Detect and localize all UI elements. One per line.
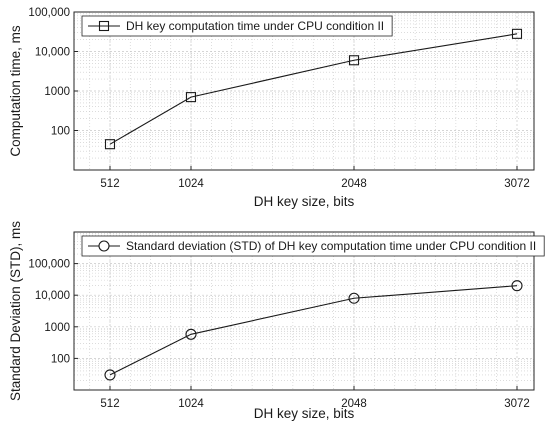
x-tick-label: 3072 <box>504 398 530 410</box>
data-point-square <box>511 28 523 39</box>
legend-box <box>81 15 393 37</box>
axes-frame <box>73 231 535 391</box>
data-point-square <box>185 92 197 103</box>
data-point-circle <box>511 280 523 292</box>
chart-standard-deviation: 100 1000 10,000 100,000 512 1024 2048 3072 DH ke… <box>8 221 545 421</box>
y-tick-label: 100 <box>51 126 70 138</box>
series-line <box>109 285 518 376</box>
legend-label: DH key computation time under CPU condit… <box>126 19 384 33</box>
x-axis-label: DH key size, bits <box>254 194 355 209</box>
data-point-circle <box>185 328 197 340</box>
legend-box <box>81 235 545 257</box>
y-tick-label: 100,000 <box>28 7 70 19</box>
series-line <box>109 33 518 145</box>
data-point-square <box>104 139 116 150</box>
y-tick-label: 10,000 <box>35 290 70 302</box>
data-point-square <box>348 55 360 66</box>
data-point-circle <box>348 292 360 304</box>
x-tick-label: 512 <box>100 178 119 190</box>
x-tick-label: 2048 <box>341 178 367 190</box>
x-tick-label: 3072 <box>504 178 530 190</box>
x-axis-label: DH key size, bits <box>254 406 355 421</box>
y-tick-label: 1000 <box>44 86 70 98</box>
chart-computation-time: 100 1000 10,000 100,000 512 1024 2048 3072 DH ke… <box>8 7 535 209</box>
y-tick-label: 1000 <box>44 322 70 334</box>
legend-label: Standard deviation (STD) of DH key compu… <box>126 239 536 253</box>
data-point-circle <box>104 369 116 381</box>
legend-marker-circle <box>98 240 110 252</box>
y-axis-label: Computation time, ms <box>8 25 23 157</box>
y-tick-label: 10,000 <box>35 47 70 59</box>
x-tick-label: 1024 <box>178 398 204 410</box>
x-tick-label: 2048 <box>341 398 367 410</box>
x-tick-label: 1024 <box>178 178 204 190</box>
y-axis-label: Standard Deviation (STD), ms <box>8 221 23 401</box>
x-tick-label: 512 <box>100 398 119 410</box>
y-tick-label: 100,000 <box>28 259 70 271</box>
y-tick-label: 100 <box>51 353 70 365</box>
legend-marker-square <box>98 20 110 32</box>
